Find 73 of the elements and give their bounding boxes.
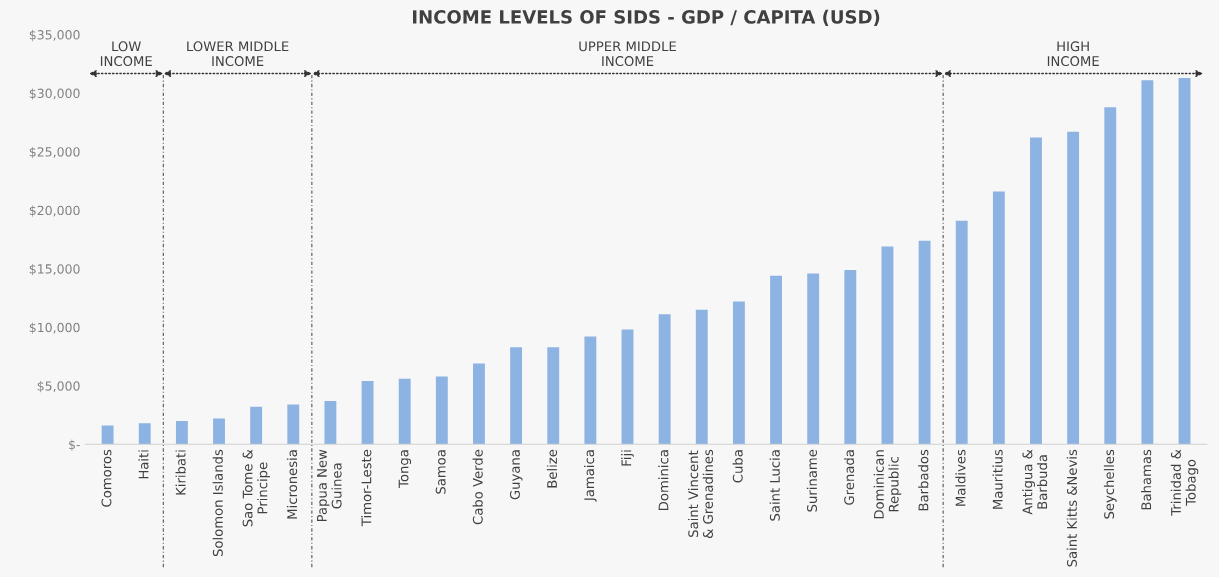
x-tick-label: Maldives	[955, 449, 966, 506]
bar	[918, 240, 931, 445]
bar	[881, 246, 894, 445]
x-tick-label: Antigua & Barbuda	[1022, 449, 1048, 515]
x-tick-label: Trinidad & Tobago	[1170, 449, 1199, 516]
bar	[621, 329, 634, 445]
y-tick-label: $30,000	[29, 88, 80, 100]
x-tick-label: Solomon Islands	[212, 449, 223, 557]
annotation: LOWER MIDDLE INCOME	[187, 41, 289, 67]
x-tick-label: Papua New Guinea	[317, 449, 342, 522]
y-tick-label: $5,000	[37, 381, 80, 393]
x-tick-label: Saint Vincent & Grenadines	[688, 449, 713, 539]
bar	[175, 420, 188, 445]
x-tick-label: Saint Kitts &Nevis	[1066, 449, 1077, 567]
bar	[770, 275, 782, 445]
x-tick-label: Dominican Republic	[873, 450, 902, 519]
x-tick-label: Comoros	[101, 449, 112, 507]
annotation: HIGH INCOME	[1047, 41, 1099, 67]
bar	[138, 423, 151, 445]
bar	[732, 301, 745, 445]
bar	[398, 378, 411, 445]
x-tick-label: Suriname	[806, 449, 818, 512]
bar	[1178, 77, 1191, 445]
x-tick-label: Seychelles	[1103, 449, 1117, 519]
x-tick-label: Saint Lucia	[769, 450, 780, 521]
bar	[1030, 137, 1042, 445]
bar	[361, 381, 374, 445]
bar	[955, 220, 968, 445]
x-tick-label: Cuba	[732, 450, 743, 483]
x-tick-label: Fiji	[621, 450, 634, 466]
y-tick-label: $25,000	[29, 146, 80, 159]
y-tick-label: $35,000	[29, 29, 80, 42]
bar	[435, 376, 448, 445]
x-tick-label: Cabo Verde	[472, 449, 483, 525]
bar	[695, 309, 708, 445]
x-tick-label: Dominica	[658, 450, 669, 510]
x-tick-label: Micronesia	[286, 450, 298, 519]
x-tick-label: Mauritius	[992, 449, 1003, 509]
bar	[844, 269, 857, 445]
x-tick-label: Bahamas	[1141, 449, 1152, 510]
bar	[101, 425, 114, 445]
y-tick-label: $-	[69, 439, 80, 451]
x-tick-label: Samoa	[435, 450, 446, 494]
bar	[1104, 107, 1117, 445]
x-tick-label: Grenada	[843, 450, 855, 505]
bar	[584, 336, 597, 445]
bar	[992, 191, 1005, 445]
bar	[250, 406, 263, 445]
y-tick-label: $10,000	[29, 322, 80, 334]
bar	[1141, 80, 1154, 445]
annotation: UPPER MIDDLE INCOME	[579, 41, 676, 67]
x-tick-label: Kiribati	[175, 450, 186, 495]
x-tick-label: Barbados	[918, 449, 929, 511]
bar	[1067, 131, 1080, 445]
bar	[213, 418, 225, 445]
x-tick-label: Belize	[546, 449, 558, 488]
x-tick-label: Haiti	[138, 450, 149, 479]
bar	[547, 347, 560, 445]
y-tick-label: $20,000	[29, 205, 80, 217]
chart-title: INCOME LEVELS OF SIDS - GDP / CAPITA (USD)	[413, 9, 880, 26]
bar	[510, 347, 523, 445]
bar	[324, 400, 337, 445]
y-tick-label: $15,000	[29, 263, 80, 276]
x-tick-label: Sao Tome & Principe	[242, 449, 270, 527]
x-tick-label: Timor-Leste	[361, 449, 372, 527]
bar	[658, 314, 671, 445]
x-tick-label: Tonga	[398, 450, 412, 488]
bar	[473, 363, 485, 445]
bar	[807, 273, 820, 445]
x-tick-label: Jamaica	[583, 450, 597, 502]
x-tick-label: Guyana	[509, 450, 523, 500]
annotation: LOW INCOME	[100, 41, 152, 67]
bar	[287, 404, 300, 445]
